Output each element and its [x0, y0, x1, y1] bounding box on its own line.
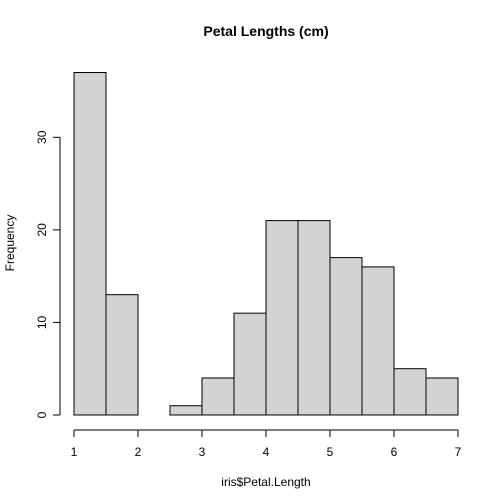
y-tick-label: 0 [35, 411, 49, 418]
y-tick-label: 20 [35, 223, 49, 237]
x-tick-label: 7 [455, 445, 462, 459]
x-tick-label: 6 [391, 445, 398, 459]
histogram-bar [361, 266, 395, 416]
y-axis-label: Frequency [3, 215, 17, 272]
x-axis: 1 2 3 4 5 6 7 [71, 429, 462, 459]
histogram-bar [297, 220, 331, 416]
y-tick-label: 10 [35, 315, 49, 329]
histogram-bar [169, 405, 203, 416]
histogram-bar [425, 377, 459, 416]
x-tick-label: 2 [135, 445, 142, 459]
histogram-bar [105, 294, 139, 416]
histogram-bar [201, 377, 235, 416]
x-tick-label: 3 [199, 445, 206, 459]
histogram-bar [329, 257, 363, 416]
bars-group [73, 72, 459, 416]
x-tick-label: 4 [263, 445, 270, 459]
x-tick-label: 5 [327, 445, 334, 459]
histogram-bar [233, 312, 267, 416]
y-axis: 0 10 20 30 [35, 130, 61, 418]
x-tick-label: 1 [71, 445, 78, 459]
histogram-bar [73, 72, 107, 416]
histogram-bar [265, 220, 299, 416]
x-axis-label: iris$Petal.Length [221, 475, 310, 489]
histogram-bar [393, 368, 427, 416]
chart-title: Petal Lengths (cm) [203, 23, 328, 39]
y-tick-label: 30 [35, 130, 49, 144]
